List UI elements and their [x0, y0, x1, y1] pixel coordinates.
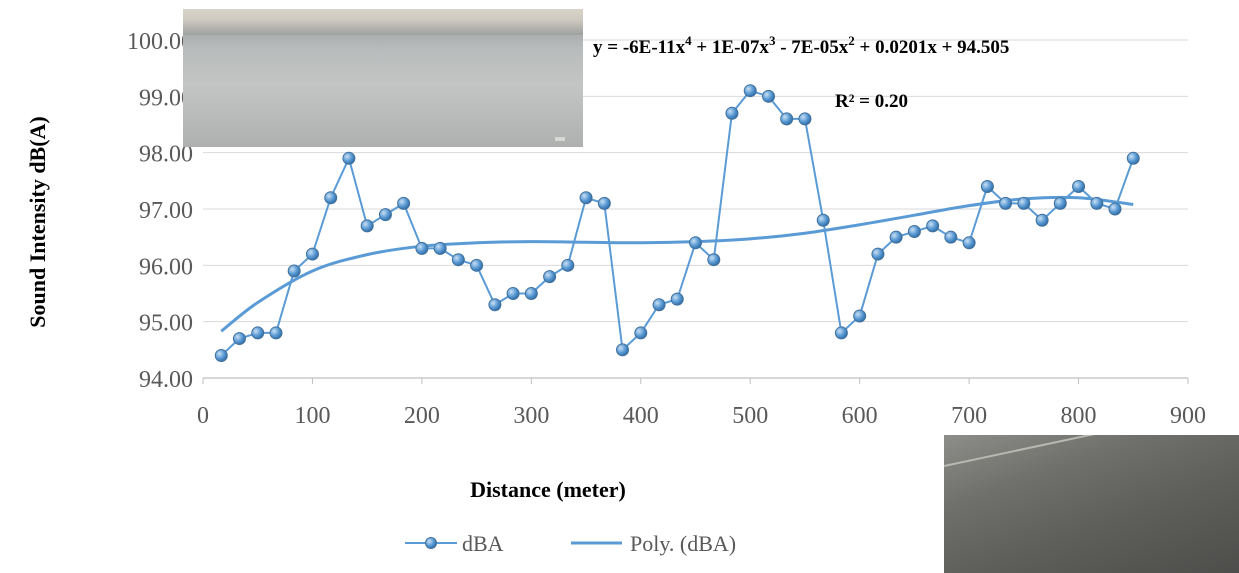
data-point — [1090, 196, 1104, 210]
y-tick-label: 94.00 — [139, 367, 193, 393]
data-point — [451, 253, 465, 267]
eq-exp4: 4 — [685, 33, 692, 48]
eq-part4: + 0.0201x + 94.505 — [855, 37, 1010, 58]
data-point — [816, 213, 830, 227]
data-point — [342, 151, 356, 165]
data-point — [561, 258, 575, 272]
data-point — [433, 241, 447, 255]
data-point — [798, 112, 812, 126]
data-point — [214, 348, 228, 362]
data-point — [470, 258, 484, 272]
data-point — [524, 287, 538, 300]
y-tick-label: 100.00 — [127, 29, 193, 55]
axes — [202, 377, 1189, 384]
data-point — [415, 241, 429, 255]
eq-exp3: 3 — [769, 33, 776, 48]
data-point — [670, 292, 684, 306]
data-point — [378, 208, 392, 222]
y-tick-label: 95.00 — [139, 311, 193, 337]
data-point — [597, 196, 611, 210]
data-point — [980, 179, 994, 193]
legend: dBA Poly. (dBA) — [405, 531, 736, 556]
data-point — [324, 191, 338, 205]
data-point — [889, 230, 903, 244]
data-point — [689, 236, 702, 250]
x-tick-labels: 0 100 200 300 400 500 600 700 800 900 — [197, 403, 1206, 429]
data-point — [999, 196, 1013, 210]
x-axis-title: Distance (meter) — [470, 477, 626, 502]
data-point — [725, 106, 739, 120]
x-tick-label: 500 — [732, 403, 768, 429]
trendline — [220, 195, 1134, 333]
x-tick-label: 600 — [842, 403, 878, 429]
legend-dba-label: dBA — [462, 531, 504, 556]
data-point — [360, 219, 374, 233]
data-point — [305, 247, 319, 261]
data-point — [707, 253, 721, 267]
curb-strip — [183, 9, 583, 35]
data-point — [907, 225, 921, 239]
x-tick-label: 700 — [951, 403, 987, 429]
data-point — [397, 196, 411, 210]
legend-poly-label: Poly. (dBA) — [630, 531, 736, 556]
r-squared-label: R² = 0.20 — [835, 91, 908, 112]
x-tick-label: 900 — [1170, 403, 1206, 429]
data-point — [743, 84, 757, 98]
data-point — [853, 309, 867, 323]
data-point — [269, 326, 283, 340]
data-point — [926, 219, 940, 233]
data-point — [488, 298, 502, 312]
data-point — [579, 191, 593, 205]
data-point — [287, 264, 301, 278]
data-point — [1053, 196, 1067, 210]
data-point — [761, 89, 775, 103]
trendline-poly-dba — [220, 195, 1134, 333]
y-tick-label: 96.00 — [139, 254, 193, 280]
data-point — [1017, 196, 1031, 210]
data-point — [543, 270, 557, 284]
data-point — [1035, 213, 1049, 227]
road-photo-bottom — [944, 435, 1239, 573]
data-point — [232, 332, 246, 346]
x-tick-label: 400 — [623, 403, 659, 429]
trend-equation: y = -6E-11x4 + 1E-07x3 - 7E-05x2 + 0.020… — [593, 33, 1009, 58]
eq-part3: - 7E-05x — [775, 37, 848, 58]
data-point — [634, 326, 648, 340]
y-tick-label: 97.00 — [139, 198, 193, 224]
x-tick-label: 100 — [294, 403, 330, 429]
x-tick-label: 200 — [404, 403, 440, 429]
data-series — [214, 84, 1140, 362]
data-point — [652, 298, 666, 312]
data-point — [962, 236, 976, 250]
eq-prefix: y = -6E-11x — [593, 37, 686, 58]
data-point — [1108, 202, 1122, 216]
lane-stripe — [944, 435, 1101, 467]
data-point — [1072, 179, 1086, 193]
road-photo-top — [183, 9, 583, 147]
data-point — [834, 326, 848, 340]
data-point — [251, 326, 265, 340]
eq-part2: + 1E-07x — [692, 37, 770, 58]
data-point — [506, 287, 520, 300]
data-point — [871, 247, 885, 261]
y-axis-title: Sound Intensity dB(A) — [25, 116, 50, 328]
x-tick-label: 800 — [1061, 403, 1097, 429]
lane-mark — [555, 137, 565, 141]
eq-exp2: 2 — [848, 33, 855, 48]
x-tick-label: 300 — [513, 403, 549, 429]
data-point — [1126, 151, 1140, 165]
legend-dba-marker — [425, 537, 437, 549]
data-point — [780, 112, 794, 126]
data-point — [616, 343, 630, 357]
data-point — [944, 230, 958, 244]
x-tick-label: 0 — [197, 403, 209, 429]
